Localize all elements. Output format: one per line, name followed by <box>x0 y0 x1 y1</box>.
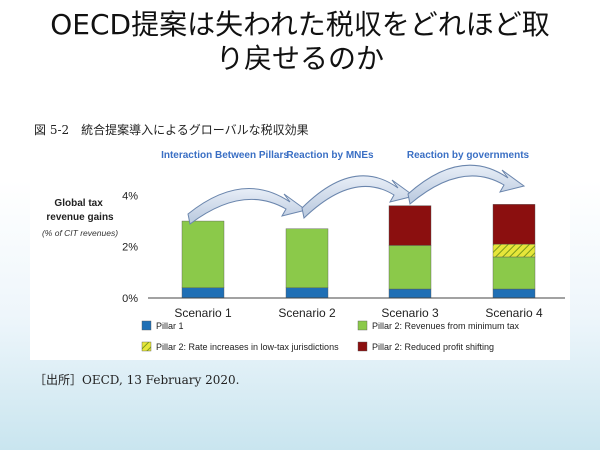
curved-arrow-1 <box>187 188 308 225</box>
annotation-label: Interaction Between Pillars <box>161 150 289 161</box>
slide-title-line-2: り戻せるのか <box>215 42 384 75</box>
y-tick-label: 4% <box>122 190 138 202</box>
legend-label: Pillar 2: Reduced profit shifting <box>372 342 494 352</box>
annotation-label: Reaction by governments <box>407 150 530 161</box>
slide-title-line-1: OECD提案は失われた税収をどれほど取 <box>50 8 550 41</box>
legend-label: Pillar 2: Rate increases in low-tax juri… <box>156 342 339 352</box>
slide-title: OECD提案は失われた税収をどれほど取 り戻せるのか <box>0 8 600 76</box>
bar-segment-s3-4 <box>492 243 536 258</box>
legend-label: Pillar 1 <box>156 321 184 331</box>
bar-segment-s4-4 <box>492 204 536 245</box>
y-axis-subtitle: (% of CIT revenues) <box>42 228 118 238</box>
bar-segment-s2-1 <box>181 220 225 288</box>
bar-segment-s1-2 <box>285 287 329 299</box>
legend-swatch <box>357 341 368 352</box>
legend-swatch <box>141 320 152 331</box>
x-tick-label: Scenario 3 <box>381 306 439 320</box>
x-tick-label: Scenario 4 <box>485 306 543 320</box>
annotation-label: Reaction by MNEs <box>286 150 374 161</box>
bar-segment-s4-3 <box>388 205 432 246</box>
legend-swatch <box>141 341 152 352</box>
x-tick-label: Scenario 1 <box>174 306 232 320</box>
legend-swatch <box>357 320 368 331</box>
stacked-bar-chart: Global tax revenue gains (% of CIT reven… <box>42 150 565 352</box>
curved-arrow-3 <box>407 164 526 205</box>
x-tick-label: Scenario 2 <box>278 306 336 320</box>
bar-segment-s1-3 <box>388 288 432 299</box>
y-tick-label: 2% <box>122 242 138 254</box>
bar-segment-s2-4 <box>492 256 536 290</box>
legend-label: Pillar 2: Revenues from minimum tax <box>372 321 520 331</box>
curved-arrow-2 <box>301 175 416 219</box>
bar-segment-s2-3 <box>388 245 432 290</box>
y-axis-title: Global tax revenue gains <box>46 198 114 223</box>
y-tick-label: 0% <box>122 293 138 305</box>
chart-panel: Global tax revenue gains (% of CIT reven… <box>30 142 570 360</box>
bar-segment-s2-2 <box>285 228 329 288</box>
source-note: ［出所］OECD, 13 February 2020. <box>34 373 240 387</box>
bar-segment-s1-4 <box>492 288 536 299</box>
figure-caption: 図 5-2 統合提案導入によるグローバルな税収効果 <box>34 123 309 137</box>
bar-segment-s1-1 <box>181 287 225 299</box>
